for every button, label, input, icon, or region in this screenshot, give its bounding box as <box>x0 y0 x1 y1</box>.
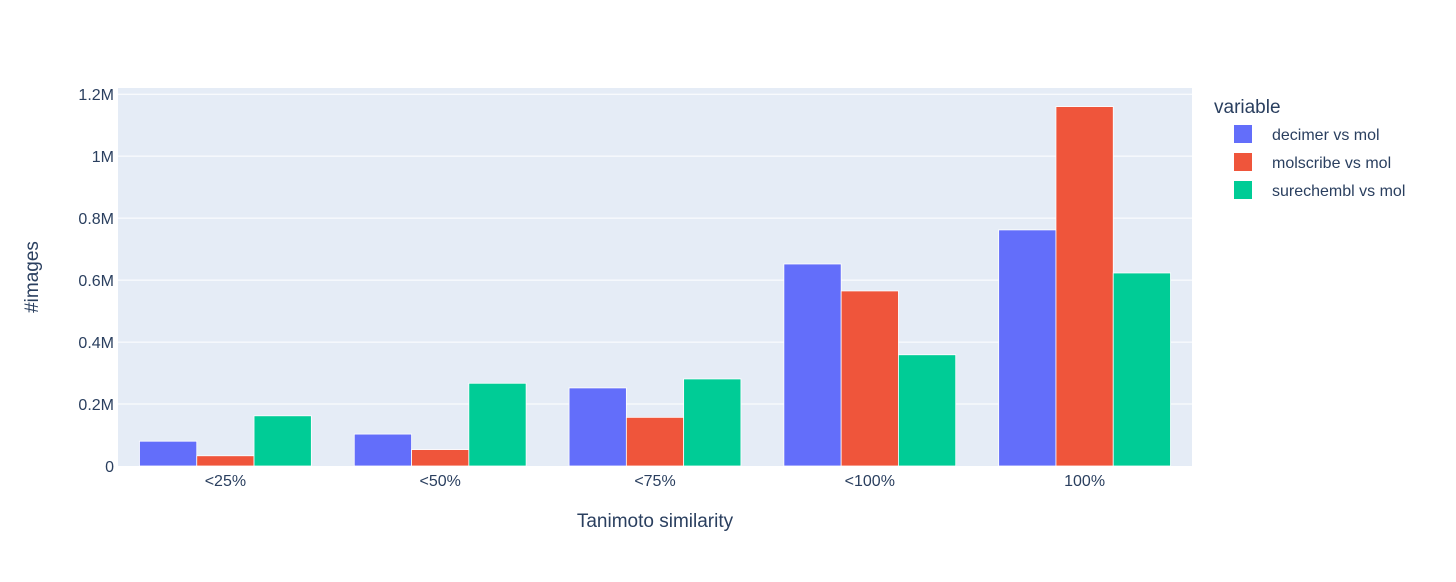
bar <box>468 382 527 467</box>
legend-swatch <box>1234 181 1252 199</box>
bars <box>139 106 1171 467</box>
bar <box>411 449 470 467</box>
y-tick-label: 1.2M <box>78 87 114 104</box>
legend-title: variable <box>1214 97 1281 118</box>
series-bars <box>196 106 1114 467</box>
legend-swatch <box>1234 153 1252 171</box>
legend-item[interactable]: decimer vs mol <box>1234 125 1380 144</box>
bar <box>840 290 899 467</box>
x-tick-label: <50% <box>420 473 461 490</box>
x-tick-label: 100% <box>1064 473 1105 490</box>
bar <box>998 229 1057 467</box>
y-axis-ticks: 0 0.2M 0.4M 0.6M 0.8M 1M 1.2M <box>78 87 114 476</box>
bar <box>196 455 255 467</box>
y-tick-label: 0.4M <box>78 335 114 352</box>
bar <box>898 354 957 467</box>
x-axis-title: Tanimoto similarity <box>577 511 734 532</box>
y-tick-label: 0.2M <box>78 397 114 414</box>
y-tick-label: 0 <box>105 459 114 476</box>
bar <box>683 378 742 467</box>
legend-item[interactable]: surechembl vs mol <box>1234 181 1405 200</box>
x-tick-label: <25% <box>205 473 246 490</box>
legend-label: surechembl vs mol <box>1272 183 1405 200</box>
legend-label: decimer vs mol <box>1272 127 1380 144</box>
x-tick-label: <100% <box>845 473 895 490</box>
y-axis-title: #images <box>22 241 43 313</box>
bar <box>625 416 685 467</box>
legend-item[interactable]: molscribe vs mol <box>1234 153 1391 172</box>
series-bars <box>139 229 1057 467</box>
legend-label: molscribe vs mol <box>1272 155 1391 172</box>
y-tick-label: 0.8M <box>78 211 114 228</box>
bar <box>1112 272 1171 467</box>
bar <box>253 415 312 467</box>
legend-swatch <box>1234 125 1252 143</box>
y-tick-label: 1M <box>92 149 114 166</box>
x-axis-ticks: <25% <50% <75% <100% 100% <box>205 473 1105 490</box>
bar <box>353 433 412 467</box>
x-tick-label: <75% <box>634 473 675 490</box>
bar <box>568 387 627 467</box>
bar <box>139 440 198 467</box>
y-tick-label: 0.6M <box>78 273 114 290</box>
bar <box>783 263 842 467</box>
gridlines <box>118 93 1192 405</box>
bar <box>1055 106 1114 467</box>
series-bars <box>253 272 1171 467</box>
legend: variable decimer vs mol molscribe vs mol s… <box>1214 97 1405 200</box>
legend-items: decimer vs mol molscribe vs mol surechembl… <box>1234 125 1405 200</box>
